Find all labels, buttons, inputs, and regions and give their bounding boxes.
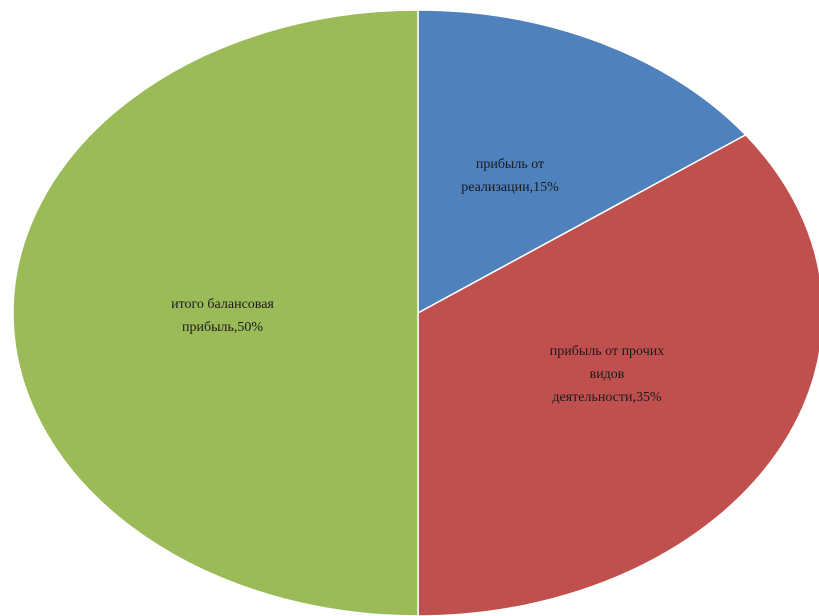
pie-slice-sales-profit <box>417 9 747 314</box>
pie-slice-total-balance-profit <box>12 9 419 616</box>
data-label-other-activities-profit: прибыль от прочих видов деятельности,35% <box>549 344 665 405</box>
data-label-sales-profit: прибыль от реализации,15% <box>461 157 559 195</box>
pie-slice-other-activities-profit <box>417 134 819 616</box>
data-label-total-balance-profit: итого балансовая прибыль,50% <box>171 297 274 335</box>
